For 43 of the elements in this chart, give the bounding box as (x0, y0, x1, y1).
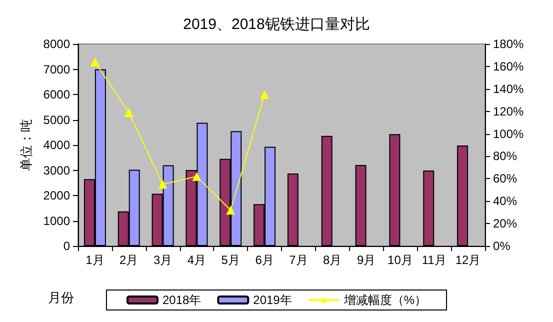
x-tick-label: 2月 (120, 253, 138, 267)
point (124, 108, 134, 117)
x-tick-label: 5月 (221, 253, 240, 267)
x-tick-label: 9月 (356, 253, 376, 267)
x-tick-label: 1月 (86, 253, 104, 267)
y2-tick-label: 60% (493, 172, 518, 186)
y2-tick-label: 20% (493, 216, 518, 231)
x-tick-label: 6月 (255, 253, 274, 267)
x-tick-label: 7月 (289, 253, 308, 267)
x-tick-label: 8月 (323, 253, 342, 267)
x-axis-title: 月份 (48, 290, 74, 305)
y2-tick-label: 100% (493, 126, 524, 141)
point (90, 57, 100, 66)
y2-tick-label: 180% (493, 37, 524, 51)
y-tick-label: 6000 (43, 88, 70, 102)
y2-tick-label: 140% (493, 82, 524, 96)
x-tick-label: 3月 (153, 253, 172, 267)
legend-label: 2018年 (162, 293, 202, 307)
y-axis-title: 单位：吨 (18, 119, 34, 171)
x-tick-label: 10月 (388, 253, 413, 267)
y-tick-label: 0 (63, 239, 70, 253)
y2-tick-label: 0% (493, 239, 511, 253)
y-tick-label: 1000 (43, 214, 70, 228)
y2-tick-label: 40% (493, 194, 518, 208)
y-tick-label: 8000 (43, 37, 70, 51)
legend-label: 增减幅度（%） (342, 293, 427, 307)
chart-title: 2019、2018铌铁进口量对比 (183, 16, 370, 33)
y2-tick-label: 120% (493, 104, 524, 118)
y2-tick-label: 80% (493, 149, 518, 164)
x-tick-label: 11月 (422, 253, 446, 267)
y-tick-label: 2000 (43, 188, 70, 202)
y2-tick-label: 160% (493, 59, 524, 74)
x-tick-label: 4月 (187, 253, 206, 267)
x-tick-label: 12月 (455, 253, 481, 267)
point (226, 206, 236, 215)
legend-label: 2019年 (253, 293, 292, 307)
y-tick-label: 4000 (43, 138, 70, 152)
point (192, 172, 202, 181)
point (260, 90, 270, 99)
y-tick-label: 7000 (43, 62, 70, 76)
point (158, 180, 168, 189)
y-tick-label: 3000 (43, 163, 70, 178)
y-tick-label: 5000 (43, 112, 70, 127)
